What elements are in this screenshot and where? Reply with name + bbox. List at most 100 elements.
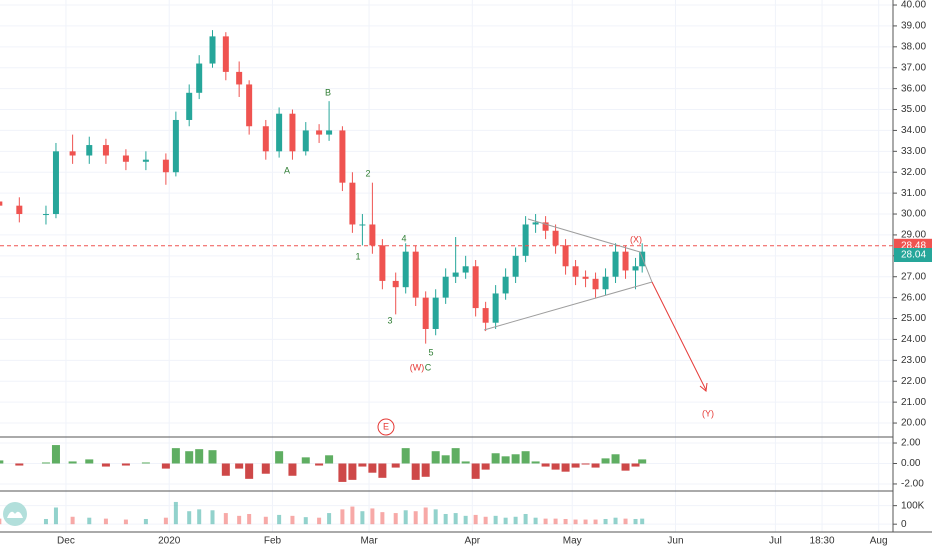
volume-bar bbox=[633, 518, 638, 525]
oscillator-bar bbox=[0, 460, 4, 464]
candle-body bbox=[472, 266, 479, 309]
volume-bar bbox=[403, 510, 408, 525]
candle-body bbox=[86, 145, 93, 156]
oscillator-bar bbox=[511, 454, 520, 464]
candle-body bbox=[572, 266, 579, 277]
y-tick-label: 24.00 bbox=[901, 334, 926, 345]
oscillator-bar bbox=[261, 463, 270, 474]
oscillator-bar bbox=[325, 455, 334, 464]
oscillator-bar bbox=[235, 463, 244, 469]
wave-label: (X) bbox=[630, 234, 642, 244]
volume-bar bbox=[163, 517, 168, 525]
candle-body bbox=[52, 151, 59, 215]
trend-line bbox=[483, 281, 653, 331]
logo[interactable] bbox=[3, 502, 27, 526]
volume-bar bbox=[503, 517, 508, 525]
wave-label: A bbox=[284, 165, 290, 175]
candle-body bbox=[359, 224, 366, 226]
volume-bar bbox=[143, 518, 148, 525]
y-tick-label: 20.00 bbox=[901, 418, 926, 429]
candle-body bbox=[302, 130, 309, 152]
y-tick-label: -2.00 bbox=[901, 479, 924, 490]
oscillator-bar bbox=[338, 463, 347, 482]
volume-bar bbox=[553, 518, 558, 525]
volume-bar bbox=[593, 519, 598, 525]
x-tick-label: Feb bbox=[264, 536, 282, 547]
oscillator-bar bbox=[141, 462, 150, 464]
y-tick-label: 0 bbox=[901, 519, 907, 530]
volume-bar bbox=[303, 517, 308, 525]
volume-bar bbox=[350, 506, 355, 525]
oscillator-bar bbox=[461, 461, 470, 464]
y-tick-label: 34.00 bbox=[901, 125, 926, 136]
volume-bar bbox=[223, 513, 228, 525]
candle-body bbox=[16, 205, 23, 215]
volume-bar bbox=[210, 510, 215, 525]
y-tick-label: 29.00 bbox=[901, 230, 926, 241]
logo-icon[interactable] bbox=[7, 511, 23, 518]
candle-body bbox=[422, 297, 429, 329]
volume-bar bbox=[413, 511, 418, 525]
candle-body bbox=[379, 245, 386, 281]
candle-body bbox=[162, 159, 169, 173]
candle-body bbox=[222, 36, 229, 72]
y-tick-label: 100K bbox=[901, 500, 925, 511]
volume-bar bbox=[433, 509, 438, 525]
volume-bar bbox=[327, 513, 332, 525]
candle-body bbox=[542, 222, 549, 231]
x-tick-label: Mar bbox=[360, 536, 378, 547]
oscillator-bar bbox=[471, 463, 480, 479]
trend-line bbox=[527, 218, 641, 253]
x-tick-label: 18:30 bbox=[810, 536, 835, 547]
volume-bar bbox=[173, 501, 178, 525]
grid bbox=[0, 0, 893, 532]
volume-bar bbox=[43, 518, 48, 525]
y-tick-label: 38.00 bbox=[901, 41, 926, 52]
wave-label: 5 bbox=[428, 347, 433, 357]
candle-body bbox=[42, 214, 49, 216]
y-tick-label: 27.00 bbox=[901, 271, 926, 282]
oscillator-bar bbox=[368, 463, 377, 473]
volume-bar bbox=[370, 508, 375, 525]
x-tick-label: Apr bbox=[465, 536, 481, 547]
oscillator-bar bbox=[15, 463, 24, 466]
candle-body bbox=[402, 251, 409, 288]
candle-body bbox=[246, 84, 253, 127]
wave-label: B bbox=[325, 87, 331, 97]
y-tick-label: 0.00 bbox=[901, 458, 921, 469]
y-tick-label: 25.00 bbox=[901, 313, 926, 324]
oscillator-bar bbox=[591, 463, 600, 468]
candle-body bbox=[492, 293, 499, 323]
volume-bar bbox=[613, 517, 618, 525]
candle-body bbox=[326, 130, 333, 135]
volume-bar bbox=[623, 518, 628, 525]
oscillator-bar bbox=[631, 463, 640, 467]
oscillator-bar bbox=[121, 463, 130, 466]
volume-bar bbox=[0, 518, 2, 525]
volume-bar bbox=[290, 515, 295, 525]
volume-bar bbox=[453, 513, 458, 525]
volume-bar bbox=[493, 515, 498, 525]
candle-body bbox=[612, 251, 619, 277]
oscillator-bar bbox=[401, 448, 410, 464]
oscillator-bar bbox=[411, 463, 420, 480]
oscillator-bar bbox=[391, 463, 400, 468]
candle-body bbox=[349, 182, 356, 225]
oscillator-bar bbox=[161, 463, 170, 469]
volume-bar bbox=[640, 518, 645, 525]
oscillator-bar bbox=[195, 449, 204, 464]
oscillator-bar bbox=[501, 456, 510, 464]
projection-arrow bbox=[651, 281, 707, 391]
volume-bar bbox=[473, 514, 478, 525]
y-tick-label: 26.00 bbox=[901, 292, 926, 303]
oscillator-bar bbox=[288, 463, 297, 476]
volume-bar bbox=[197, 509, 202, 525]
candle-body bbox=[196, 63, 203, 93]
wave-label: 4 bbox=[401, 233, 406, 243]
y-tick-label: 23.00 bbox=[901, 355, 926, 366]
y-tick-label: 33.00 bbox=[901, 146, 926, 157]
oscillator-bar bbox=[531, 461, 540, 464]
y-tick-label: 31.00 bbox=[901, 188, 926, 199]
y-tick-label: 21.00 bbox=[901, 397, 926, 408]
oscillator-bar bbox=[451, 448, 460, 464]
